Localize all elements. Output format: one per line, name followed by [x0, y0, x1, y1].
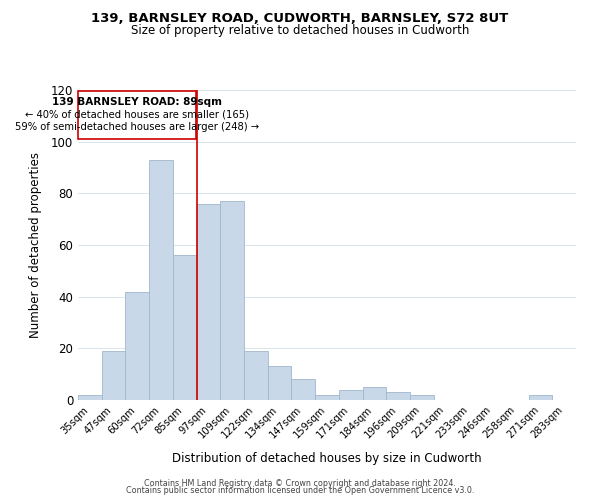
- Bar: [410, 395, 434, 400]
- Bar: [102, 351, 125, 400]
- Y-axis label: Number of detached properties: Number of detached properties: [29, 152, 43, 338]
- Bar: [220, 201, 244, 400]
- Bar: [78, 395, 102, 400]
- Bar: [292, 380, 315, 400]
- Text: Contains public sector information licensed under the Open Government Licence v3: Contains public sector information licen…: [126, 486, 474, 495]
- Text: ← 40% of detached houses are smaller (165): ← 40% of detached houses are smaller (16…: [25, 110, 249, 120]
- Text: 139, BARNSLEY ROAD, CUDWORTH, BARNSLEY, S72 8UT: 139, BARNSLEY ROAD, CUDWORTH, BARNSLEY, …: [91, 12, 509, 26]
- Bar: [173, 256, 197, 400]
- Bar: [386, 392, 410, 400]
- Text: 139 BARNSLEY ROAD: 89sqm: 139 BARNSLEY ROAD: 89sqm: [52, 96, 222, 106]
- Bar: [125, 292, 149, 400]
- FancyBboxPatch shape: [79, 92, 196, 139]
- Bar: [268, 366, 292, 400]
- X-axis label: Distribution of detached houses by size in Cudworth: Distribution of detached houses by size …: [172, 452, 482, 464]
- Text: 59% of semi-detached houses are larger (248) →: 59% of semi-detached houses are larger (…: [15, 122, 259, 132]
- Bar: [362, 387, 386, 400]
- Bar: [244, 351, 268, 400]
- Bar: [197, 204, 220, 400]
- Text: Contains HM Land Registry data © Crown copyright and database right 2024.: Contains HM Land Registry data © Crown c…: [144, 478, 456, 488]
- Bar: [315, 395, 339, 400]
- Bar: [149, 160, 173, 400]
- Bar: [339, 390, 362, 400]
- Text: Size of property relative to detached houses in Cudworth: Size of property relative to detached ho…: [131, 24, 469, 37]
- Bar: [529, 395, 552, 400]
